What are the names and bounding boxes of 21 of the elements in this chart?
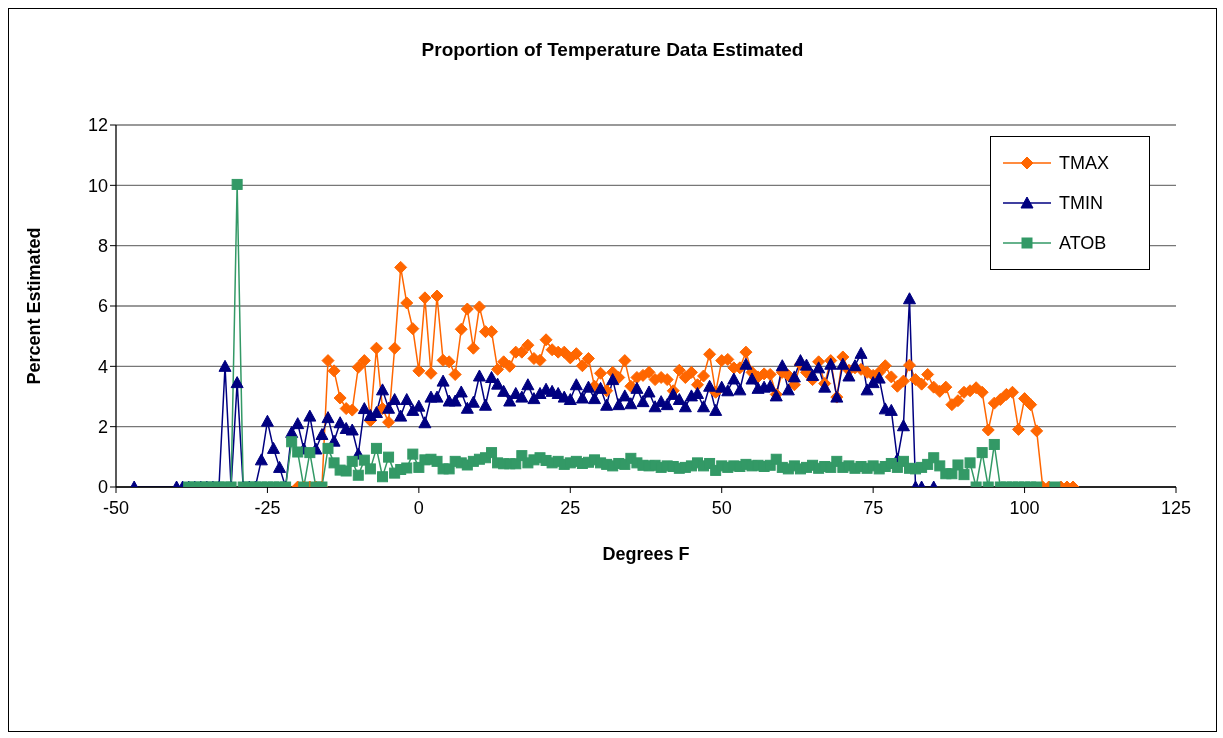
- x-tick-label: 50: [711, 497, 732, 518]
- x-tick-label: -25: [254, 497, 281, 518]
- x-tick-label: -50: [102, 497, 130, 518]
- chart-title: Proportion of Temperature Data Estimated: [420, 39, 805, 61]
- x-axis-title: Degrees F: [602, 543, 690, 564]
- y-tick-label: 6: [97, 296, 108, 317]
- y-tick-label: 12: [87, 115, 108, 136]
- y-tick-label: 2: [97, 417, 108, 438]
- legend-label: TMIN: [1059, 192, 1103, 214]
- x-tick-label: 0: [413, 497, 424, 518]
- y-tick-label: 10: [87, 175, 108, 196]
- y-tick-label: 4: [97, 356, 108, 377]
- y-axis-title: Percent Estimated: [24, 227, 45, 385]
- x-tick-label: 100: [1009, 497, 1040, 518]
- legend-label: TMAX: [1059, 152, 1110, 174]
- x-tick-label: 125: [1160, 497, 1192, 518]
- x-tick-label: 75: [863, 497, 884, 518]
- x-tick-label: 25: [560, 497, 581, 518]
- legend-label: ATOB: [1059, 232, 1107, 254]
- y-tick-label: 0: [97, 477, 108, 498]
- y-tick-label: 8: [97, 236, 108, 257]
